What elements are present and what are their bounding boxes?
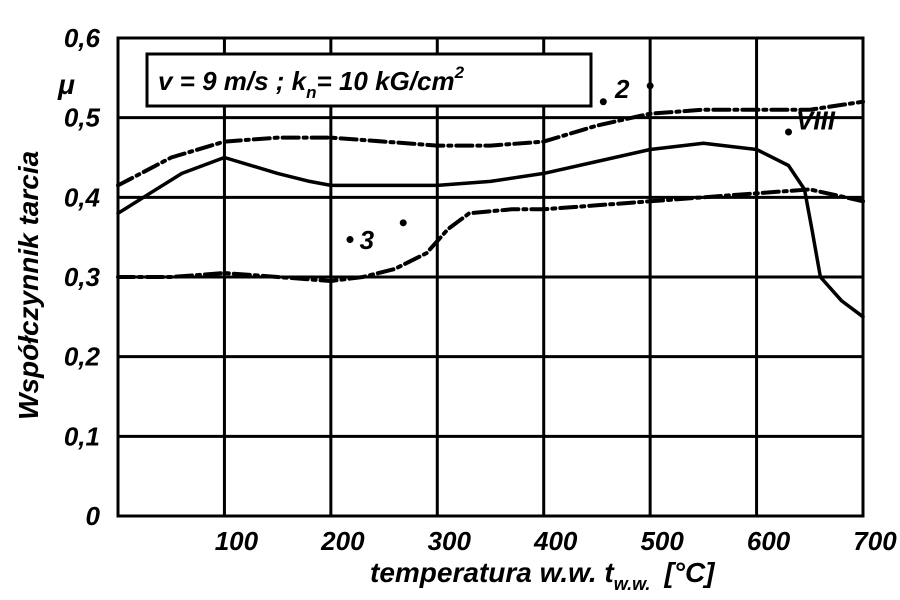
x-tick-label-300: 300 bbox=[428, 526, 472, 556]
parameter-superscript: 2 bbox=[454, 63, 465, 82]
x-tick-label-500: 500 bbox=[640, 526, 684, 556]
parameter-annotation: v = 9 m/s ; kn= 10 kG/cm2 bbox=[158, 63, 465, 102]
y-tick-label-5: 0,5 bbox=[64, 103, 101, 133]
y-tick-label-2: 0,2 bbox=[64, 342, 101, 372]
parameter-subscript: n bbox=[306, 83, 316, 102]
series-marker-VIII-0 bbox=[785, 128, 792, 136]
x-axis-label-unit: [°C] bbox=[663, 557, 716, 588]
tick-labels: 0 0,1 0,2 0,3 0,4 0,5 0,6 100 200 300 400 500 600 700 bbox=[64, 23, 897, 556]
x-tick-label-100: 100 bbox=[215, 526, 259, 556]
y-tick-label-0: 0 bbox=[86, 501, 101, 531]
series-marker-2-1 bbox=[646, 82, 654, 90]
y-tick-label-4: 0,4 bbox=[64, 182, 101, 212]
x-tick-label-200: 200 bbox=[320, 526, 365, 556]
parameter-pressure: = 10 kG/cm bbox=[317, 66, 455, 96]
y-axis-label: Współczynnik tarcia bbox=[13, 151, 44, 420]
x-axis-label: temperatura w.w. tw.w. [°C] bbox=[370, 557, 716, 594]
x-tick-label-700: 700 bbox=[853, 526, 897, 556]
series-group bbox=[116, 99, 865, 319]
series-label-VIII: VIII bbox=[796, 106, 836, 136]
series-line-VIII bbox=[116, 141, 865, 319]
series-marker-3-0 bbox=[346, 236, 354, 244]
x-tick-label-600: 600 bbox=[747, 526, 791, 556]
series-line-3 bbox=[116, 187, 865, 283]
x-axis-label-subscript: w.w. bbox=[614, 574, 651, 594]
series-labels: 2 VIII 3 bbox=[346, 74, 836, 255]
series-marker-2-0 bbox=[599, 98, 607, 106]
series-label-3: 3 bbox=[360, 225, 375, 255]
y-tick-label-3: 0,3 bbox=[64, 262, 101, 292]
grid bbox=[116, 36, 865, 518]
series-marker-3-1 bbox=[399, 219, 407, 227]
parameter-velocity: v = 9 m/s ; k bbox=[158, 66, 308, 96]
x-tick-label-400: 400 bbox=[533, 526, 578, 556]
y-tick-label-1: 0,1 bbox=[64, 421, 100, 451]
y-axis-symbol: μ bbox=[57, 69, 75, 100]
series-line-2 bbox=[116, 99, 865, 188]
y-tick-label-6: 0,6 bbox=[64, 23, 101, 53]
x-axis-label-main: temperatura w.w. t bbox=[370, 557, 615, 588]
series-label-2: 2 bbox=[614, 74, 630, 104]
parameter-box bbox=[145, 52, 593, 108]
